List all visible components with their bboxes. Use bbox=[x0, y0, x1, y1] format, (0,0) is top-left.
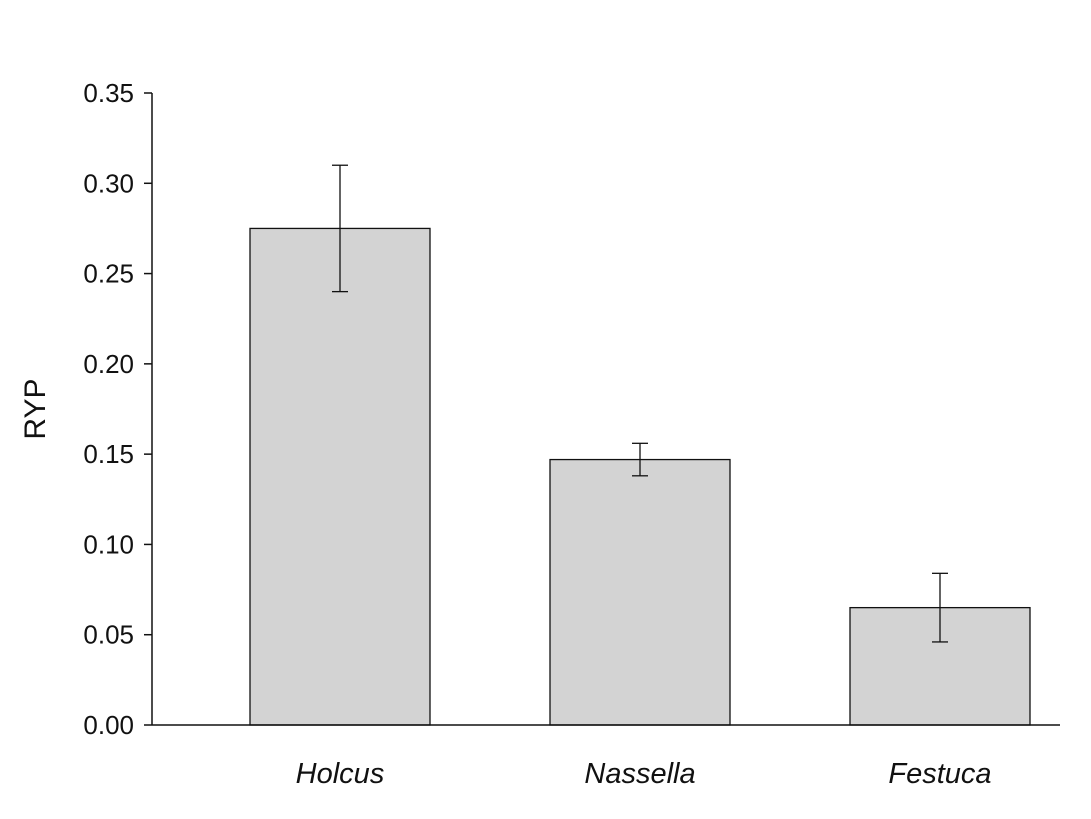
y-tick-label: 0.20 bbox=[83, 349, 134, 379]
y-tick-label: 0.25 bbox=[83, 259, 134, 289]
bar-nassella bbox=[549, 458, 731, 726]
y-tick-label: 0.30 bbox=[83, 168, 134, 198]
y-axis-ticks: 0.00 0.05 0.10 0.15 0.20 0.25 0.30 0.35 bbox=[83, 78, 152, 740]
x-category-label: Nassella bbox=[584, 758, 695, 790]
y-axis-title: RYP bbox=[19, 378, 52, 439]
y-tick-label: 0.10 bbox=[83, 529, 134, 559]
y-tick-label: 0.05 bbox=[83, 620, 134, 650]
bar-holcus bbox=[249, 227, 431, 726]
x-axis-labels: Holcus Nassella Festuca bbox=[296, 758, 992, 790]
error-bars-group bbox=[332, 164, 948, 643]
x-category-label: Holcus bbox=[296, 758, 385, 790]
y-tick-label: 0.35 bbox=[83, 78, 134, 108]
y-tick-label: 0.00 bbox=[83, 710, 134, 740]
x-category-label: Festuca bbox=[888, 758, 991, 790]
y-tick-label: 0.15 bbox=[83, 439, 134, 469]
bars-group bbox=[249, 227, 1031, 726]
